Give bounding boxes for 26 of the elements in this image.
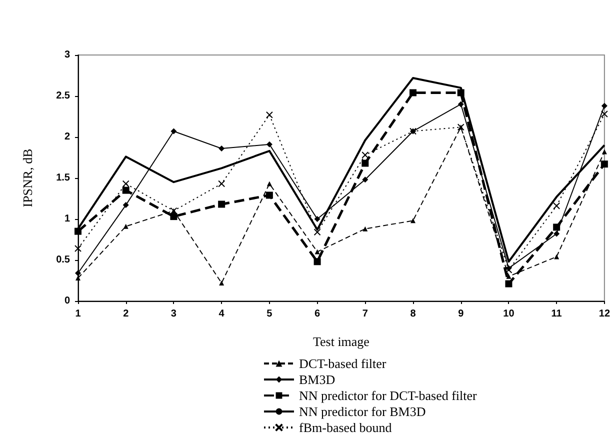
x-tick-label: 10 (503, 308, 515, 320)
y-tick-label: 3 (64, 50, 70, 60)
legend-label: DCT-based filter (299, 356, 387, 371)
y-tick-label: 2 (64, 132, 70, 142)
x-tick-label: 9 (458, 308, 464, 320)
x-tick-label: 4 (218, 308, 225, 320)
x-axis-title: Test image (312, 334, 370, 349)
x-tick-label: 7 (362, 308, 368, 320)
x-tick-label: 3 (170, 308, 177, 320)
y-tick-label: 0 (64, 296, 70, 306)
x-tick-label: 5 (266, 308, 273, 320)
x-tick-label: 8 (410, 308, 416, 320)
y-tick-label: 1 (64, 214, 70, 224)
y-tick-label: 2.5 (56, 90, 70, 102)
y-tick-label: 0.5 (56, 254, 70, 266)
legend-label: NN predictor for DCT-based filter (299, 388, 478, 403)
x-tick-label: 2 (123, 308, 130, 320)
legend-label: BM3D (299, 372, 336, 387)
x-tick-label: 12 (598, 308, 610, 320)
legend-label: NN predictor for BM3D (299, 404, 426, 419)
x-tick-label: 6 (314, 308, 321, 320)
y-tick-label: 1.5 (56, 172, 70, 184)
y-axis-title: IPSNR, dB (20, 148, 35, 208)
legend-label: fBm-based bound (299, 420, 392, 435)
x-tick-label: 11 (551, 308, 562, 320)
x-tick-label: 1 (75, 308, 82, 320)
